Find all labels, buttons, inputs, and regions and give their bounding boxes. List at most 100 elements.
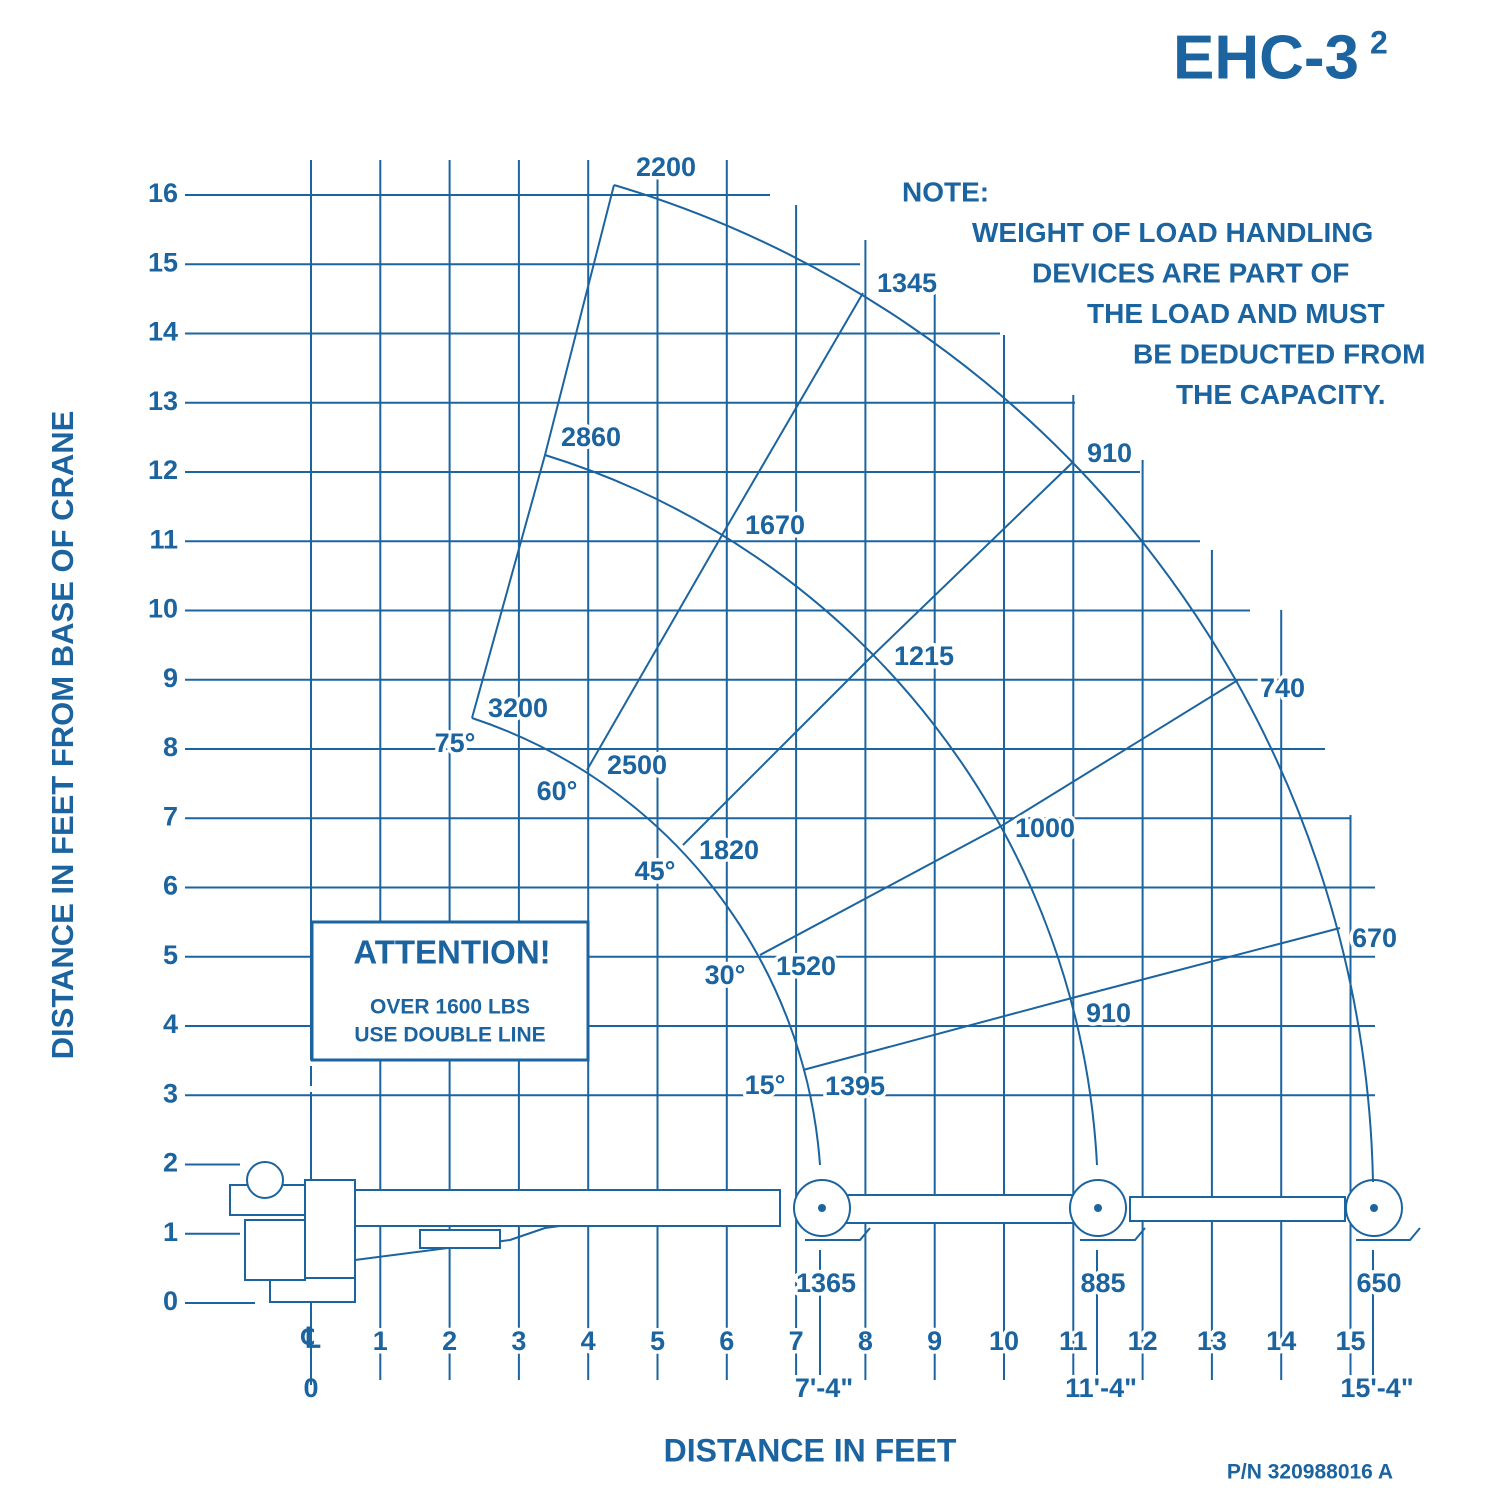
pin xyxy=(818,1204,826,1212)
x-tick-label: 7 xyxy=(789,1326,804,1356)
angle-line xyxy=(802,927,1341,1071)
x-tick-label: 9 xyxy=(927,1326,942,1356)
x-tick-label: 1 xyxy=(373,1326,388,1356)
x-tick-label: 4 xyxy=(581,1326,596,1356)
note-line: DEVICES ARE PART OF xyxy=(1032,257,1349,288)
boom-arc xyxy=(613,184,1374,1183)
pin xyxy=(1094,1204,1102,1212)
title: EHC-3 xyxy=(1173,23,1359,92)
capacity-label: 2200 xyxy=(636,152,696,182)
y-tick-label: 13 xyxy=(148,386,178,416)
base xyxy=(269,1277,356,1303)
x-tick-label: 8 xyxy=(858,1326,873,1356)
y-tick-label: 11 xyxy=(149,524,178,554)
angle-line xyxy=(682,461,1074,846)
capacity-label: 670 xyxy=(1352,923,1397,953)
y-tick-label: 7 xyxy=(163,801,178,831)
x-axis-label: DISTANCE IN FEET xyxy=(664,1432,957,1468)
y-tick-label: 15 xyxy=(148,247,178,277)
note-line: THE CAPACITY. xyxy=(1176,379,1386,410)
y-tick-label: 9 xyxy=(163,663,178,693)
part-number: P/N 320988016 A xyxy=(1227,1461,1393,1484)
capacity-label: 2500 xyxy=(607,750,667,780)
attention-line: USE DOUBLE LINE xyxy=(354,1024,545,1047)
cylinder xyxy=(354,1225,561,1261)
boom-section xyxy=(844,1194,1076,1224)
mast xyxy=(304,1179,356,1279)
y-tick-label: 14 xyxy=(148,317,178,347)
x-tick-label: 14 xyxy=(1266,1326,1296,1356)
angle-label: 30° xyxy=(705,960,746,990)
x-tick-label: 3 xyxy=(511,1326,526,1356)
x-tick-label: 13 xyxy=(1197,1326,1227,1356)
y-tick-label: 8 xyxy=(163,732,178,762)
boom-arc xyxy=(544,454,1098,1166)
y-tick-label: 16 xyxy=(148,178,178,208)
y-tick-label: 6 xyxy=(163,871,178,901)
x-tick-label: 12 xyxy=(1128,1326,1158,1356)
angle-label: 15° xyxy=(745,1070,786,1100)
y-tick-label: 5 xyxy=(163,940,178,970)
y-axis-label: DISTANCE IN FEET FROM BASE OF CRANE xyxy=(45,411,80,1060)
capacity-label: 740 xyxy=(1260,673,1305,703)
y-tick-label: 10 xyxy=(148,594,178,624)
gearbox xyxy=(244,1219,306,1281)
angle-line xyxy=(759,679,1239,956)
hook-plate xyxy=(805,1227,1421,1241)
boom-section xyxy=(329,1189,781,1227)
capacity-label: 2860 xyxy=(561,422,621,452)
x-tick-label: 5 xyxy=(650,1326,665,1356)
crane-drawing xyxy=(229,1161,1421,1303)
capacity-label: 910 xyxy=(1087,438,1132,468)
boom-length-label: 11'-4" xyxy=(1065,1373,1137,1403)
winch xyxy=(246,1161,284,1199)
note-line: BE DEDUCTED FROM xyxy=(1133,338,1425,369)
title-superscript: 2 xyxy=(1370,24,1388,60)
ground-load-label: 885 xyxy=(1080,1268,1125,1298)
capacity-label: 1345 xyxy=(877,268,937,298)
x-tick-label: 15 xyxy=(1335,1326,1365,1356)
capacity-label: 1395 xyxy=(825,1071,885,1101)
capacity-label: 3200 xyxy=(488,693,548,723)
capacity-label: 1820 xyxy=(699,835,759,865)
boom-length-label: 15'-4" xyxy=(1340,1373,1413,1403)
angle-label: 45° xyxy=(635,856,676,886)
centerline-label: ℄ xyxy=(300,1322,321,1353)
attention-heading: ATTENTION! xyxy=(353,934,550,971)
y-tick-label: 12 xyxy=(148,455,178,485)
capacity-curves xyxy=(471,184,1374,1183)
capacity-label: 910 xyxy=(1086,998,1131,1028)
x-tick-label: 6 xyxy=(719,1326,734,1356)
capacity-label: 1215 xyxy=(894,641,954,671)
capacity-label: 1000 xyxy=(1015,813,1075,843)
x-tick-label: 2 xyxy=(442,1326,457,1356)
y-tick-label: 4 xyxy=(163,1009,178,1039)
capacity-label: 1520 xyxy=(776,951,836,981)
angle-line xyxy=(586,292,864,771)
x-tick-label: 11 xyxy=(1059,1326,1088,1356)
x-origin-label: 0 xyxy=(303,1373,318,1403)
note-line: THE LOAD AND MUST xyxy=(1087,298,1385,329)
attention-line: OVER 1600 LBS xyxy=(370,996,530,1019)
attention-box xyxy=(310,920,590,1062)
y-tick-label: 1 xyxy=(163,1217,178,1247)
ground-load-label: 650 xyxy=(1356,1268,1401,1298)
note-line: WEIGHT OF LOAD HANDLING xyxy=(972,217,1373,248)
y-tick-label: 3 xyxy=(163,1078,178,1108)
note-line: NOTE: xyxy=(902,176,989,207)
x-tick-label: 10 xyxy=(989,1326,1019,1356)
y-tick-label: 2 xyxy=(163,1148,178,1178)
y-tick-label: 0 xyxy=(163,1286,178,1316)
boom-arc xyxy=(471,717,821,1166)
boom-section xyxy=(1129,1196,1346,1222)
angle-label: 75° xyxy=(435,728,476,758)
angle-line xyxy=(471,184,615,719)
cylinder xyxy=(419,1229,501,1249)
ground-load-label: 1365 xyxy=(796,1268,856,1298)
boom-length-label: 7'-4" xyxy=(795,1373,853,1403)
capacity-label: 1670 xyxy=(745,510,805,540)
angle-label: 60° xyxy=(537,776,578,806)
pin xyxy=(1370,1204,1378,1212)
